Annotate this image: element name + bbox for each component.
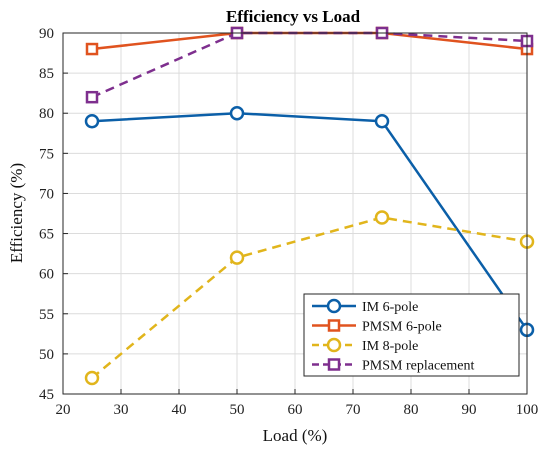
legend-marker	[327, 319, 341, 332]
legend-marker	[326, 337, 342, 353]
data-point	[85, 42, 99, 56]
y-tick-label: 50	[39, 347, 54, 363]
data-point	[85, 90, 99, 104]
x-tick-label: 40	[172, 402, 187, 418]
data-point	[374, 113, 390, 129]
y-tick-label: 45	[39, 387, 54, 403]
series-im-6-pole	[84, 105, 535, 338]
x-tick-label: 20	[56, 402, 71, 418]
x-tick-label: 30	[114, 402, 129, 418]
y-tick-label: 80	[39, 106, 54, 122]
data-point	[84, 370, 100, 386]
legend-item: PMSM 6-pole	[312, 319, 442, 335]
y-tick-label: 85	[39, 66, 54, 82]
y-axis-title: Efficiency (%)	[7, 163, 26, 263]
x-tick-label: 90	[462, 402, 477, 418]
y-tick-label: 75	[39, 146, 54, 162]
y-tick-label: 70	[39, 186, 54, 202]
legend-item: IM 6-pole	[312, 298, 418, 315]
legend-label: IM 8-pole	[362, 339, 418, 354]
legend-item: IM 8-pole	[312, 337, 418, 354]
data-point	[374, 210, 390, 225]
legend-label: PMSM replacement	[362, 359, 474, 374]
x-tick-label: 100	[516, 402, 539, 418]
y-tick-label: 55	[39, 307, 54, 323]
series-line	[91, 216, 528, 379]
data-point	[229, 105, 245, 121]
x-tick-label: 50	[230, 402, 245, 418]
legend-label: IM 6-pole	[362, 300, 418, 315]
series-im-8-pole	[84, 210, 535, 386]
legend: IM 6-pole PMSM 6-pole IM 8-pole PMSM replac…	[303, 293, 520, 377]
data-point	[84, 113, 100, 129]
x-tick-label: 70	[346, 402, 361, 418]
y-tick-label: 60	[39, 267, 54, 283]
legend-marker	[326, 298, 342, 314]
legend-marker	[327, 358, 341, 371]
x-tick-label: 80	[404, 402, 419, 418]
x-axis-title: Load (%)	[263, 426, 328, 445]
chart-title: Efficiency vs Load	[226, 7, 361, 26]
legend-item: PMSM replacement	[312, 358, 474, 374]
legend-label: PMSM 6-pole	[362, 320, 442, 335]
y-tick-label: 65	[39, 227, 54, 243]
x-tick-label: 60	[288, 402, 303, 418]
axis-ticks: 20 30 40 50 60 70 80 90 100 45 50 55 60 65 70 75 80 85 90	[39, 26, 538, 418]
series-line	[91, 111, 529, 331]
data-point	[229, 250, 245, 265]
y-tick-label: 90	[39, 26, 54, 42]
